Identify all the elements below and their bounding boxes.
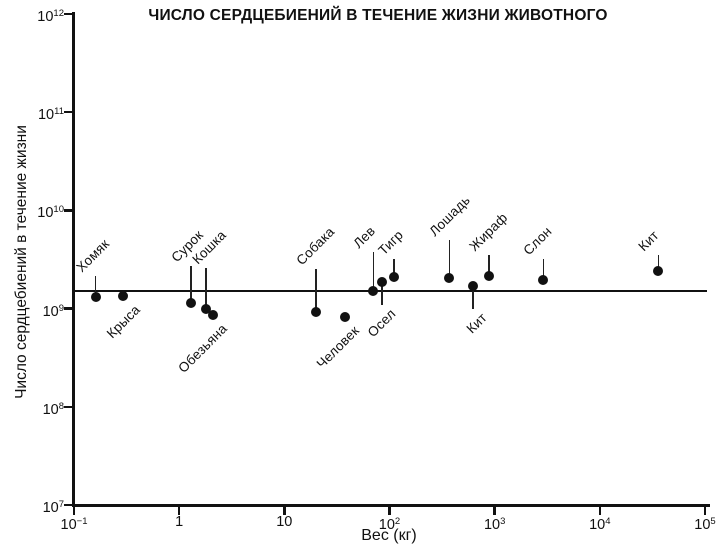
data-point-label: Жираф [466,210,511,254]
data-point-dot [117,291,128,302]
y-tick-label: 108 [42,400,64,418]
x-tick [703,506,707,515]
data-point-label: Крыса [104,302,144,342]
x-tick [388,506,391,515]
x-axis-line [72,504,710,507]
reference-line [73,290,707,293]
x-axis-title: Вес (кг) [361,527,417,544]
data-point-leader [657,255,660,269]
data-point-dot [467,281,478,291]
x-tick-label: 105 [694,516,716,533]
data-point-label: Тигр [375,227,406,258]
y-axis-line [72,12,75,507]
data-point-leader [381,285,383,306]
y-tick [64,209,73,212]
x-tick-label: 104 [589,516,611,533]
x-tick-label: 102 [378,516,401,533]
y-tick [64,110,73,114]
x-tick [493,506,496,515]
data-point-label: Хомяк [72,236,112,276]
data-point-dot [186,297,197,308]
y-tick-label: 1010 [37,204,64,222]
data-point-dot [201,303,211,314]
data-point-dot [538,275,549,286]
data-point-dot [368,286,379,297]
y-tick [64,12,73,16]
data-point-label: Собака [293,223,338,268]
data-point-label: Слон [520,223,556,259]
data-point-leader [315,268,317,309]
data-point-label: Обезьяна [174,320,230,376]
data-point-leader [488,255,490,273]
data-point-leader [448,240,450,275]
data-point-dot [311,306,321,317]
data-point-dot [340,311,351,322]
chart-title: ЧИСЛО СЕРДЦЕБИЕНИЙ В ТЕЧЕНИЕ ЖИЗНИ ЖИВОТ… [148,7,608,24]
data-point-leader [393,259,395,274]
y-tick [64,307,73,310]
data-point-leader [472,289,474,309]
y-tick [64,503,73,507]
data-point-leader [190,265,192,300]
data-point-dot [208,309,219,320]
x-tick [177,506,181,515]
data-point-dot [653,266,664,277]
x-tick [598,506,602,515]
x-tick-label: 103 [483,516,506,533]
y-tick-label: 1011 [37,106,64,124]
y-tick-label: 1012 [37,8,64,25]
data-point-dot [377,277,388,288]
data-point-leader [205,267,207,306]
x-tick-label: 10 [276,514,293,530]
data-point-label: Кит [463,310,490,337]
x-tick-label: 10−1 [60,516,88,533]
data-point-dot [90,292,101,303]
data-point-leader [372,252,374,289]
data-point-leader [94,276,97,295]
data-point-label: Кит [635,227,662,255]
y-tick-label: 107 [42,499,64,516]
y-tick [64,405,73,409]
x-tick [283,506,286,515]
data-point-label: Лошадь [426,192,474,239]
data-point-leader [542,259,544,278]
y-tick-label: 109 [42,302,64,320]
x-tick [72,506,76,515]
data-point-label: Осел [364,306,399,341]
data-point-label: Человек [313,322,362,371]
data-point-dot [444,273,455,283]
data-point-dot [483,271,494,281]
data-point-dot [388,272,399,282]
x-tick-label: 1 [175,514,184,530]
data-point-label: Лев [350,223,379,252]
